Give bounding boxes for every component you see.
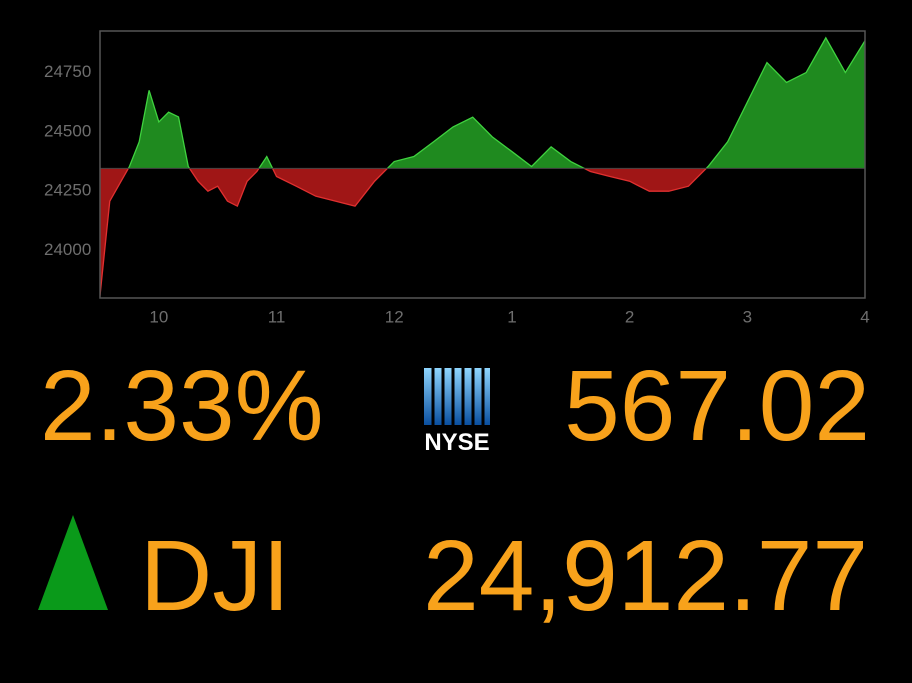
y-tick-label: 24750: [44, 62, 91, 81]
price: 24,912.77: [423, 520, 868, 632]
area-below: [100, 168, 707, 296]
up-arrow: [38, 515, 108, 610]
nyse-logo: NYSE: [424, 368, 490, 456]
change-points: 567.02: [564, 350, 870, 462]
logo-stripes: [431, 368, 485, 425]
plot-frame: [99, 30, 866, 299]
y-tick-label: 24500: [44, 121, 91, 140]
y-tick-label: 24250: [44, 181, 91, 200]
line-above: [127, 36, 865, 169]
x-tick-label: 4: [860, 307, 869, 326]
area-above: [100, 37, 865, 169]
x-tick-label: 12: [385, 307, 404, 326]
logo-block: [424, 368, 490, 425]
x-tick-label: 3: [743, 307, 752, 326]
x-tick-label: 1: [507, 307, 516, 326]
symbol: DJI: [140, 520, 290, 632]
x-tick-label: 2: [625, 307, 634, 326]
x-tick-label: 11: [268, 307, 286, 326]
change-percent: 2.33%: [40, 350, 324, 462]
y-tick-label: 24000: [44, 240, 91, 259]
x-tick-label: 10: [149, 307, 168, 326]
exchange: NYSE: [424, 429, 489, 456]
